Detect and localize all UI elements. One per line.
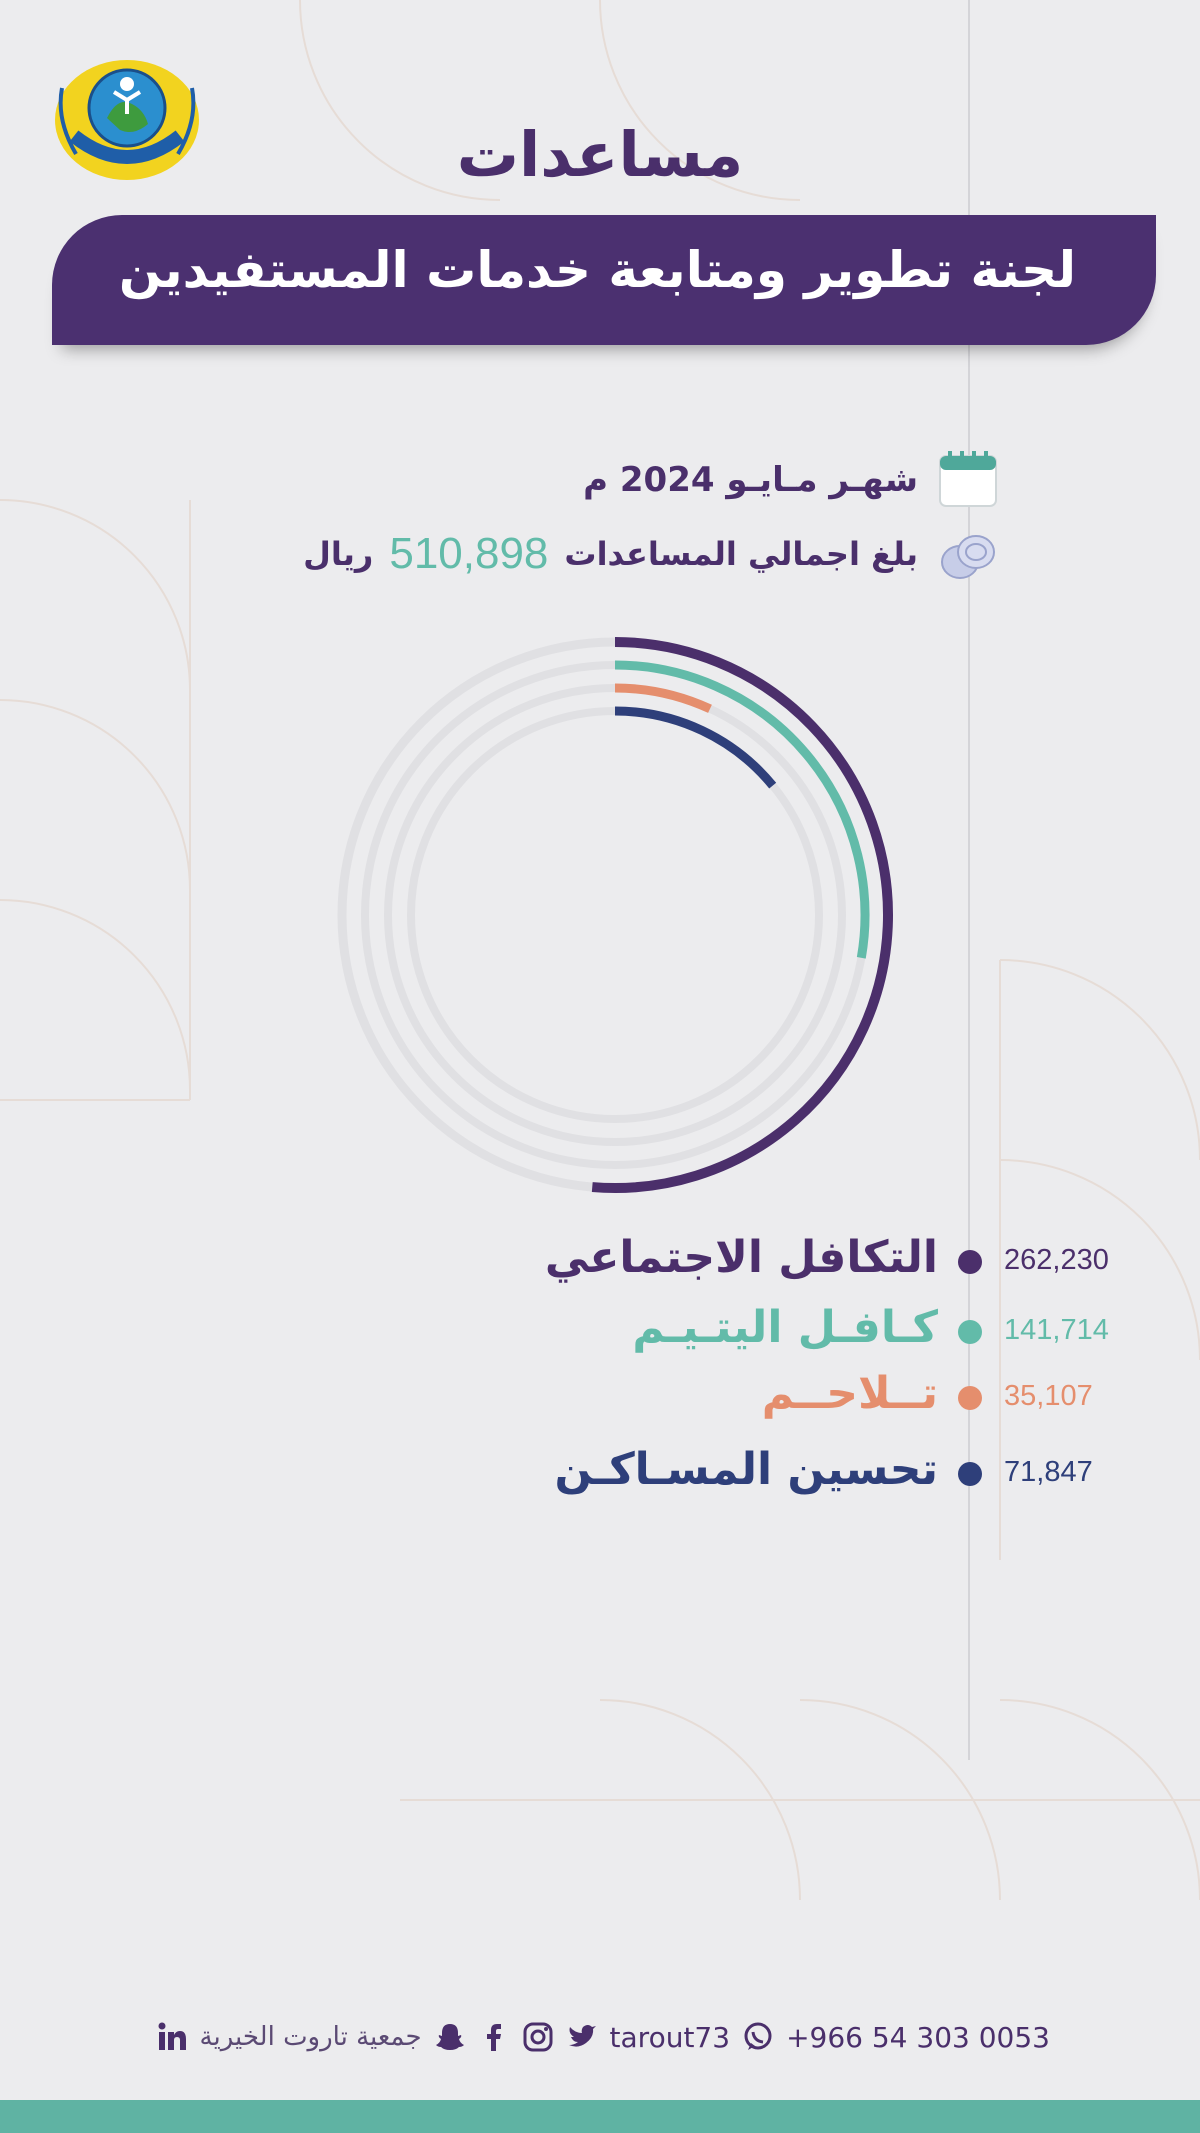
committee-banner: لجنة تطوير ومتابعة خدمات المستفيدين bbox=[52, 215, 1156, 345]
phone-number[interactable]: +966 54 303 0053 bbox=[786, 2020, 1050, 2054]
legend-label: تحسين المسـاكـن bbox=[554, 1444, 938, 1495]
legend-value: 71,847 bbox=[1004, 1456, 1093, 1488]
twitter-icon[interactable] bbox=[566, 2021, 598, 2053]
legend-dot bbox=[958, 1386, 982, 1410]
whatsapp-icon[interactable] bbox=[742, 2021, 774, 2053]
legend-value: 35,107 bbox=[1004, 1380, 1093, 1412]
footer-contacts: +966 54 303 0053 tarout73 جمعية تاروت ال… bbox=[150, 2012, 1050, 2062]
month-label: شهـر مـايـو 2024 م bbox=[583, 460, 918, 500]
legend-label: كـافـل اليتـيـم bbox=[632, 1302, 938, 1353]
legend-item-housing: 71,847 تحسين المسـاكـن bbox=[0, 1444, 1200, 1508]
legend-label: تــلاحــم bbox=[761, 1368, 938, 1419]
organization-name: جمعية تاروت الخيرية bbox=[199, 2022, 422, 2052]
legend-label: التكافل الاجتماعي bbox=[544, 1232, 938, 1283]
legend-item-talahum: 35,107 تــلاحــم bbox=[0, 1368, 1200, 1434]
assistance-radial-chart bbox=[337, 637, 893, 1193]
instagram-icon[interactable] bbox=[522, 2021, 554, 2053]
page-title: مساعدات bbox=[456, 118, 744, 191]
chart-arc-3 bbox=[614, 683, 712, 713]
chart-track bbox=[384, 684, 846, 1146]
organization-logo bbox=[55, 60, 199, 180]
legend-value: 262,230 bbox=[1004, 1244, 1109, 1276]
legend-value: 141,714 bbox=[1004, 1314, 1109, 1346]
calendar-icon bbox=[939, 451, 997, 507]
month-row: شهـر مـايـو 2024 م bbox=[583, 448, 1000, 512]
social-handle[interactable]: tarout73 bbox=[609, 2020, 731, 2054]
legend-dot bbox=[958, 1462, 982, 1486]
total-label: بلغ اجمالي المساعدات bbox=[564, 535, 918, 573]
divider-line bbox=[968, 0, 970, 1760]
facebook-icon[interactable] bbox=[478, 2021, 510, 2053]
total-value: 510,898 bbox=[389, 529, 549, 578]
legend-item-orphan: 141,714 كـافـل اليتـيـم bbox=[0, 1302, 1200, 1364]
legend-dot bbox=[958, 1250, 982, 1274]
chart-arc-4 bbox=[614, 706, 777, 789]
bottom-accent-bar bbox=[0, 2100, 1200, 2133]
coins-icon bbox=[941, 535, 995, 579]
total-row: بلغ اجمالي المساعدات 510,898 ريال bbox=[303, 522, 1000, 586]
snapchat-icon[interactable] bbox=[434, 2021, 466, 2053]
total-unit: ريال bbox=[303, 535, 374, 573]
legend-item-social: 262,230 التكافل الاجتماعي bbox=[0, 1232, 1200, 1294]
linkedin-icon[interactable] bbox=[156, 2021, 188, 2053]
committee-name: لجنة تطوير ومتابعة خدمات المستفيدين bbox=[118, 241, 1076, 299]
chart-arc-2 bbox=[614, 660, 870, 959]
legend-dot bbox=[958, 1320, 982, 1344]
chart-arc-1 bbox=[591, 637, 893, 1193]
